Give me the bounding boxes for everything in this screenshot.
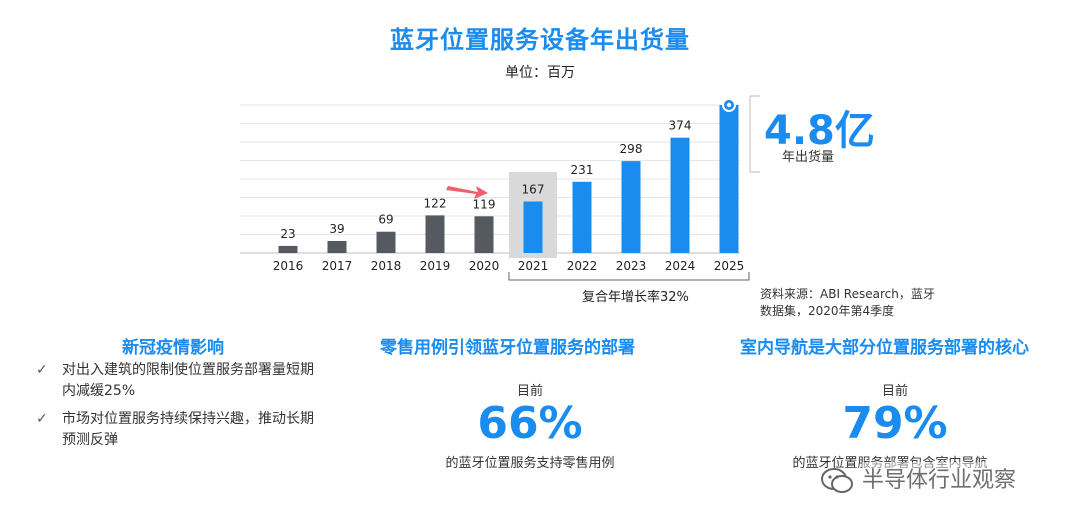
value-label-2017: 39 xyxy=(329,222,344,236)
bullet-item: 对出入建筑的限制使位置服务部署量短期内减缓25% xyxy=(62,362,314,399)
bar-2019 xyxy=(425,215,445,253)
x-tick-2018: 2018 xyxy=(371,259,402,273)
navigation-caption: 的蓝牙位置服务部署包含室内导航 xyxy=(760,452,1020,471)
bar-2021 xyxy=(523,201,543,253)
x-tick-labels: 2016 2017 2018 2019 2020 2021 2022 2023 2024 2025 xyxy=(273,259,745,273)
x-tick-2022: 2022 xyxy=(567,259,598,273)
callout-bracket xyxy=(749,95,760,173)
bar-2023 xyxy=(621,161,641,253)
x-tick-2017: 2017 xyxy=(322,259,353,273)
bar-2016 xyxy=(278,245,298,253)
unit-label: 单位：百万 xyxy=(505,65,575,81)
value-label-2019: 122 xyxy=(424,196,447,210)
retail-percentage: 66% xyxy=(477,398,583,449)
check-icon: ✓ xyxy=(36,411,48,427)
x-tick-2019: 2019 xyxy=(420,259,451,273)
bar-2020 xyxy=(474,216,494,253)
x-tick-2023: 2023 xyxy=(616,259,647,273)
value-label-2022: 231 xyxy=(571,163,594,177)
arrow-icon xyxy=(446,186,488,199)
cagr-label: 复合年增长率32% xyxy=(582,290,689,305)
x-tick-2025: 2025 xyxy=(714,259,745,273)
bar-2018 xyxy=(376,231,396,253)
bar-2017 xyxy=(327,240,347,253)
watermark: 半导体行业观察 xyxy=(862,462,1017,494)
bars xyxy=(278,105,739,253)
x-tick-2021: 2021 xyxy=(518,259,549,273)
bar-2025 xyxy=(719,105,739,253)
bullet-item: 市场对位置服务持续保持兴趣，推动长期预测反弹 xyxy=(62,411,314,448)
total-shipments-value: 4.8亿 xyxy=(764,108,875,154)
bar-2024 xyxy=(670,137,690,253)
value-labels: 23 39 69 122 119 167 231 298 374 xyxy=(280,119,691,241)
value-label-2023: 298 xyxy=(620,142,643,156)
x-tick-2020: 2020 xyxy=(469,259,500,273)
retail-heading: 零售用例引领蓝牙位置服务的部署 xyxy=(380,338,635,358)
currently-label: 目前 xyxy=(881,384,908,399)
value-label-2024: 374 xyxy=(669,119,692,133)
wechat-icon xyxy=(821,468,853,493)
chart-title: 蓝牙位置服务设备年出货量 xyxy=(390,26,690,54)
total-shipments-label: 年出货量 xyxy=(782,150,835,165)
bar-2022 xyxy=(572,181,592,253)
total-marker-dot xyxy=(726,102,732,108)
navigation-percentage: 79% xyxy=(842,398,948,449)
check-icon: ✓ xyxy=(36,362,48,378)
decorations xyxy=(446,95,760,281)
x-tick-2024: 2024 xyxy=(665,259,696,273)
value-label-2020: 119 xyxy=(473,197,496,211)
value-label-2018: 69 xyxy=(378,213,393,227)
covid-impact-heading: 新冠疫情影响 xyxy=(122,338,224,358)
value-label-2021: 167 xyxy=(522,183,545,197)
x-tick-2016: 2016 xyxy=(273,259,304,273)
currently-label: 目前 xyxy=(516,384,543,399)
retail-caption: 的蓝牙位置服务支持零售用例 xyxy=(445,456,615,471)
cagr-bracket xyxy=(508,272,750,281)
navigation-heading: 室内导航是大部分位置服务部署的核心 xyxy=(740,338,1029,358)
value-label-2016: 23 xyxy=(280,227,295,241)
source-note: 资料来源：ABI Research，蓝牙数据集，2020年第4季度 xyxy=(760,287,935,318)
